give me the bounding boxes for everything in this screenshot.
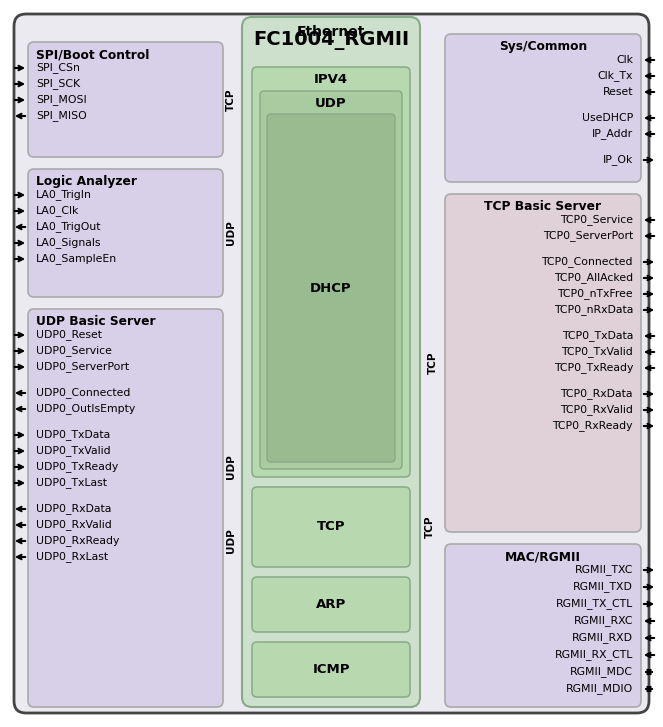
Text: SPI/Boot Control: SPI/Boot Control — [36, 48, 149, 61]
Text: UDP0_ServerPort: UDP0_ServerPort — [36, 361, 129, 372]
FancyBboxPatch shape — [28, 169, 223, 297]
FancyBboxPatch shape — [445, 544, 641, 707]
Text: IP_Ok: IP_Ok — [603, 155, 633, 166]
Text: RGMII_RX_CTL: RGMII_RX_CTL — [555, 649, 633, 660]
Text: UDP: UDP — [226, 454, 236, 479]
Text: TCP: TCP — [226, 88, 236, 111]
Text: ARP: ARP — [316, 598, 346, 611]
Text: SPI_CSn: SPI_CSn — [36, 63, 80, 73]
Text: TCP0_ServerPort: TCP0_ServerPort — [543, 230, 633, 241]
Text: UDP0_TxLast: UDP0_TxLast — [36, 478, 107, 489]
Text: RGMII_RXC: RGMII_RXC — [573, 616, 633, 627]
Text: RGMII_MDC: RGMII_MDC — [570, 667, 633, 678]
Text: UDP Basic Server: UDP Basic Server — [36, 315, 156, 328]
Text: TCP: TCP — [425, 515, 435, 538]
Text: TCP0_nRxData: TCP0_nRxData — [554, 305, 633, 316]
FancyBboxPatch shape — [445, 34, 641, 182]
Text: UDP0_Connected: UDP0_Connected — [36, 387, 131, 398]
Text: UseDHCP: UseDHCP — [581, 113, 633, 123]
Text: UDP0_RxReady: UDP0_RxReady — [36, 536, 119, 547]
Text: UDP0_TxReady: UDP0_TxReady — [36, 462, 118, 473]
Text: DHCP: DHCP — [310, 281, 352, 294]
Text: Logic Analyzer: Logic Analyzer — [36, 175, 137, 188]
Text: UDP0_OutIsEmpty: UDP0_OutIsEmpty — [36, 403, 135, 414]
Text: TCP0_TxData: TCP0_TxData — [562, 331, 633, 342]
FancyBboxPatch shape — [267, 114, 395, 462]
Text: TCP0_Service: TCP0_Service — [560, 214, 633, 225]
Text: TCP0_RxData: TCP0_RxData — [560, 388, 633, 399]
FancyBboxPatch shape — [252, 577, 410, 632]
Text: LA0_SampleEn: LA0_SampleEn — [36, 254, 117, 265]
Text: LA0_TrigOut: LA0_TrigOut — [36, 222, 101, 233]
Text: RGMII_TXC: RGMII_TXC — [575, 565, 633, 576]
Text: RGMII_RXD: RGMII_RXD — [572, 632, 633, 643]
Text: RGMII_TXD: RGMII_TXD — [573, 582, 633, 593]
FancyBboxPatch shape — [252, 487, 410, 567]
Text: TCP0_RxReady: TCP0_RxReady — [552, 420, 633, 431]
Text: FC1004_RGMII: FC1004_RGMII — [253, 31, 409, 50]
Text: MAC/RGMII: MAC/RGMII — [505, 550, 581, 563]
Text: IPV4: IPV4 — [314, 73, 348, 86]
Text: Clk: Clk — [616, 55, 633, 65]
Text: UDP0_RxData: UDP0_RxData — [36, 504, 111, 515]
Text: IP_Addr: IP_Addr — [592, 129, 633, 140]
Text: TCP0_TxReady: TCP0_TxReady — [554, 363, 633, 374]
Text: LA0_Signals: LA0_Signals — [36, 238, 101, 249]
Text: TCP0_TxValid: TCP0_TxValid — [562, 347, 633, 358]
Text: TCP0_AllAcked: TCP0_AllAcked — [554, 273, 633, 284]
Text: TCP: TCP — [428, 352, 438, 374]
Text: UDP0_Service: UDP0_Service — [36, 345, 112, 356]
FancyBboxPatch shape — [445, 194, 641, 532]
Text: TCP: TCP — [317, 521, 345, 534]
Text: UDP: UDP — [226, 220, 236, 246]
Text: SPI_MISO: SPI_MISO — [36, 111, 87, 121]
FancyBboxPatch shape — [28, 309, 223, 707]
Text: SPI_SCK: SPI_SCK — [36, 79, 80, 89]
Text: UDP0_TxValid: UDP0_TxValid — [36, 446, 111, 457]
Text: TCP0_nTxFree: TCP0_nTxFree — [558, 289, 633, 300]
Text: Clk_Tx: Clk_Tx — [597, 71, 633, 81]
Text: UDP0_Reset: UDP0_Reset — [36, 329, 102, 340]
Text: RGMII_MDIO: RGMII_MDIO — [566, 683, 633, 694]
Text: TCP Basic Server: TCP Basic Server — [485, 200, 601, 213]
FancyBboxPatch shape — [14, 14, 649, 713]
FancyBboxPatch shape — [252, 642, 410, 697]
Text: UDP0_RxValid: UDP0_RxValid — [36, 520, 112, 531]
Text: SPI_MOSI: SPI_MOSI — [36, 95, 87, 105]
Text: LA0_Clk: LA0_Clk — [36, 206, 80, 217]
FancyBboxPatch shape — [252, 67, 410, 477]
Text: TCP0_Connected: TCP0_Connected — [542, 257, 633, 268]
FancyBboxPatch shape — [260, 91, 402, 469]
FancyBboxPatch shape — [28, 42, 223, 157]
Text: RGMII_TX_CTL: RGMII_TX_CTL — [556, 598, 633, 609]
Text: UDP0_RxLast: UDP0_RxLast — [36, 552, 108, 563]
Text: LA0_TrigIn: LA0_TrigIn — [36, 190, 92, 201]
Text: UDP: UDP — [226, 529, 236, 553]
FancyBboxPatch shape — [242, 17, 420, 707]
Text: Ethernet: Ethernet — [297, 25, 365, 39]
Text: Reset: Reset — [603, 87, 633, 97]
Text: TCP0_RxValid: TCP0_RxValid — [560, 404, 633, 415]
Text: UDP0_TxData: UDP0_TxData — [36, 430, 110, 441]
Text: Sys/Common: Sys/Common — [499, 40, 587, 53]
Text: UDP: UDP — [315, 97, 347, 110]
Text: ICMP: ICMP — [312, 663, 350, 676]
